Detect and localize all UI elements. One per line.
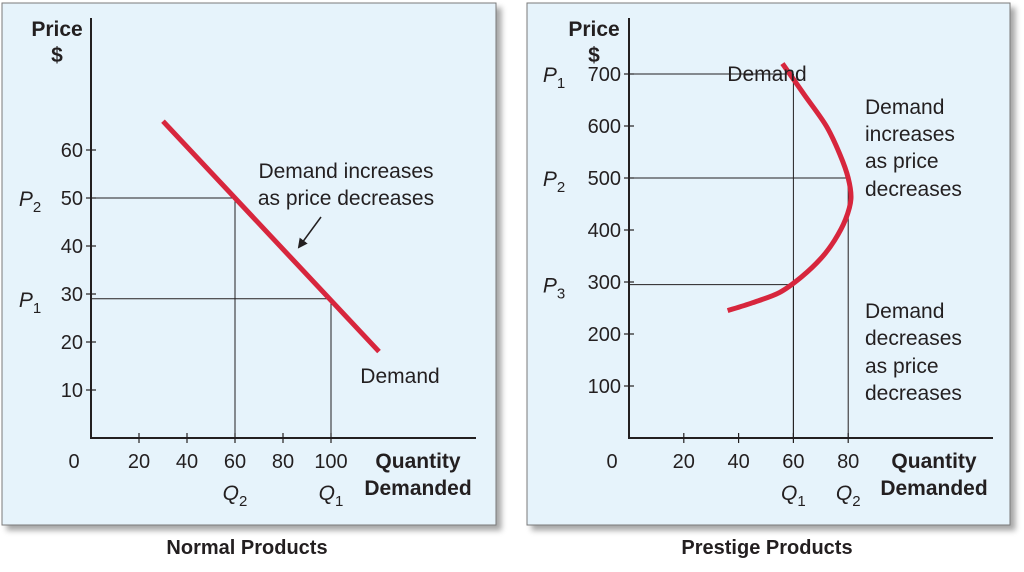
prestige-axes bbox=[628, 18, 993, 439]
prestige-xtick-label-60: 60 bbox=[782, 451, 804, 473]
normal-xtick-label-60: 60 bbox=[224, 451, 246, 473]
normal-demand-line bbox=[161, 119, 381, 354]
prestige-xtick-labels: 20 40 60 80 bbox=[673, 451, 860, 473]
prestige-ylabel-line1: Price bbox=[568, 18, 619, 41]
prestige-products-panel: Price $ 0 20 40 60 80 100 200 300 400 500 600 700… bbox=[526, 2, 1011, 526]
prestige-xtick-label-20: 20 bbox=[673, 451, 695, 473]
normal-ylabel-line2: $ bbox=[51, 44, 63, 67]
prestige-annotation-lower-line2: decreases bbox=[865, 327, 962, 350]
normal-ytick-label-40: 40 bbox=[61, 236, 83, 258]
normal-products-panel: Price $ 0 20 40 60 80 100 10 20 30 40 50 60 Quant… bbox=[1, 2, 497, 526]
normal-demand-label: Demand bbox=[360, 365, 439, 388]
prestige-demand-label: Demand bbox=[727, 63, 806, 86]
normal-ytick-label-50: 50 bbox=[61, 188, 83, 210]
normal-xtick-labels: 20 40 60 80 100 bbox=[128, 451, 348, 473]
prestige-annotation-lower-line1: Demand bbox=[865, 300, 944, 323]
normal-guides bbox=[91, 197, 332, 438]
prestige-ytick-label-100: 100 bbox=[588, 376, 621, 398]
prestige-ytick-labels: 100 200 300 400 500 600 700 bbox=[588, 64, 621, 398]
normal-ytick-label-20: 20 bbox=[61, 332, 83, 354]
normal-ylabel-line1: Price bbox=[31, 18, 82, 41]
normal-ytick-label-60: 60 bbox=[61, 140, 83, 162]
normal-ytick-label-30: 30 bbox=[61, 284, 83, 306]
prestige-ytick-label-500: 500 bbox=[588, 168, 621, 190]
prestige-ytick-label-400: 400 bbox=[588, 220, 621, 242]
prestige-annotation-upper-line2: increases bbox=[865, 123, 955, 146]
normal-panel-background bbox=[1, 2, 497, 526]
prestige-annotation-upper-line3: as price bbox=[865, 150, 939, 173]
prestige-origin-label: 0 bbox=[606, 451, 617, 473]
normal-ticks bbox=[86, 149, 332, 443]
normal-products-caption: Normal Products bbox=[166, 537, 327, 559]
prestige-xlabel-line1: Quantity bbox=[891, 450, 976, 473]
normal-origin-label: 0 bbox=[68, 451, 79, 473]
prestige-annotation-lower-line3: as price bbox=[865, 355, 939, 378]
prestige-guides bbox=[629, 73, 849, 438]
normal-xtick-label-80: 80 bbox=[272, 451, 294, 473]
normal-ytick-labels: 10 20 30 40 50 60 bbox=[61, 140, 83, 402]
normal-ytick-label-10: 10 bbox=[61, 380, 83, 402]
prestige-ytick-label-300: 300 bbox=[588, 272, 621, 294]
normal-xlabel-line2: Demanded bbox=[364, 477, 471, 500]
prestige-xlabel-line2: Demanded bbox=[880, 477, 987, 500]
normal-axes bbox=[90, 18, 476, 439]
prestige-demand-curve bbox=[726, 62, 854, 313]
prestige-ytick-label-600: 600 bbox=[588, 116, 621, 138]
prestige-xtick-label-80: 80 bbox=[837, 451, 859, 473]
prestige-annotation-lower-line4: decreases bbox=[865, 382, 962, 405]
normal-xlabel-line1: Quantity bbox=[375, 450, 460, 473]
normal-annotation-line2: as price decreases bbox=[258, 187, 434, 210]
normal-xtick-label-20: 20 bbox=[128, 451, 150, 473]
normal-annotation-line1: Demand increases bbox=[258, 160, 433, 183]
prestige-ytick-label-200: 200 bbox=[588, 324, 621, 346]
normal-annotation-arrow bbox=[297, 216, 322, 249]
prestige-annotation-upper-line4: decreases bbox=[865, 178, 962, 201]
prestige-ylabel-line2: $ bbox=[588, 44, 600, 67]
normal-xtick-label-40: 40 bbox=[176, 451, 198, 473]
prestige-ytick-label-700: 700 bbox=[588, 64, 621, 86]
prestige-xtick-label-40: 40 bbox=[727, 451, 749, 473]
prestige-products-caption: Prestige Products bbox=[681, 537, 852, 559]
prestige-annotation-upper-line1: Demand bbox=[865, 96, 944, 119]
prestige-ticks bbox=[624, 73, 849, 443]
normal-xtick-label-100: 100 bbox=[314, 451, 347, 473]
